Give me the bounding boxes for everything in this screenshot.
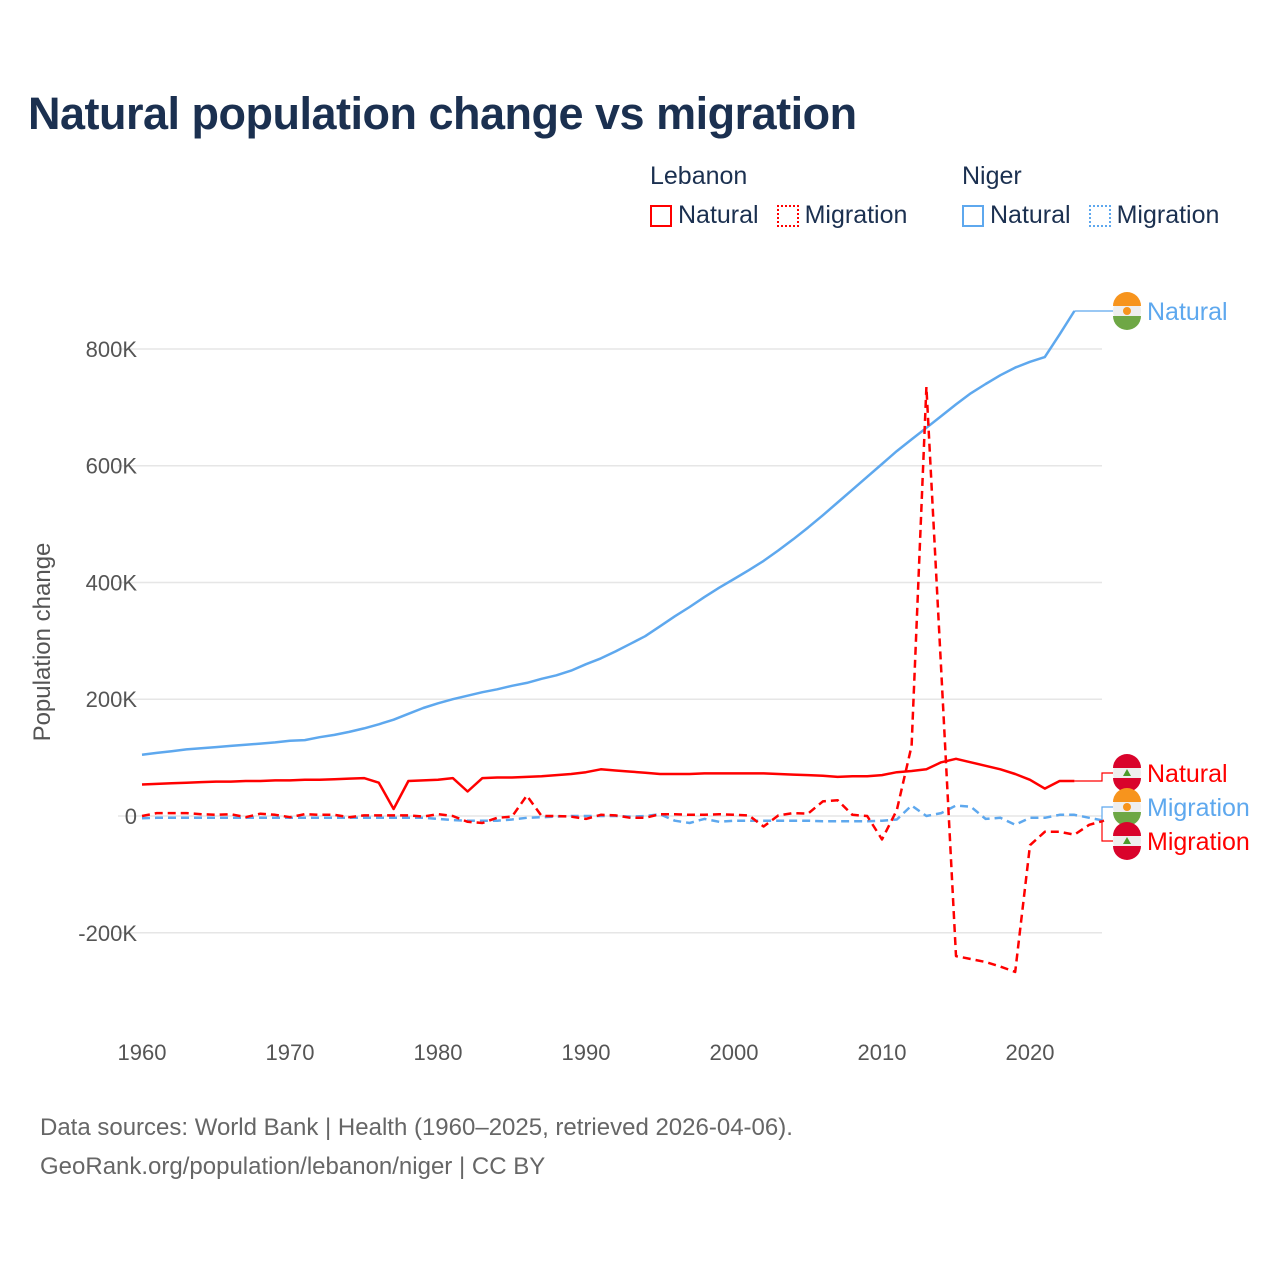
- source-line-1: Data sources: World Bank | Health (1960–…: [40, 1114, 793, 1141]
- y-tick-label: 0: [125, 804, 137, 829]
- flag-band-red: [1113, 778, 1141, 792]
- end-label: Natural: [1147, 760, 1228, 788]
- legend-label: Migration: [804, 201, 908, 229]
- flag-band-orange: [1113, 788, 1141, 802]
- x-tick-label: 2000: [710, 1040, 759, 1065]
- flag-band-red: [1113, 846, 1141, 860]
- chart-title: Natural population change vs migration: [28, 88, 857, 139]
- y-tick-label: -200K: [78, 921, 137, 946]
- legend-swatch-dotted: [776, 204, 799, 227]
- legend-group-lebanon: Lebanon Natural Migration: [650, 162, 907, 230]
- flag-band-red: [1113, 822, 1141, 836]
- source-line-2[interactable]: GeoRank.org/population/lebanon/niger | C…: [40, 1153, 546, 1180]
- legend-group-title: Lebanon: [650, 162, 748, 190]
- end-label: Natural: [1147, 298, 1228, 326]
- legend-item-lebanon-migration[interactable]: Migration: [776, 201, 908, 230]
- flag-sun: [1123, 803, 1131, 811]
- x-tick-label: 1980: [414, 1040, 463, 1065]
- y-tick-label: 200K: [86, 687, 138, 712]
- lebanon-flag-icon: [1113, 754, 1141, 792]
- legend-group-title: Niger: [962, 162, 1022, 190]
- y-tick-label: 800K: [86, 337, 138, 362]
- legend-label: Natural: [990, 201, 1071, 229]
- flag-cedar: [1123, 769, 1131, 776]
- flag-cedar: [1123, 837, 1131, 844]
- legend-swatch-solid: [962, 204, 984, 227]
- flag-band-red: [1113, 754, 1141, 768]
- series-line-niger-migration: [141, 804, 1105, 827]
- x-tick-label: 1990: [562, 1040, 611, 1065]
- source-note: Data sources: World Bank | Health (1960–…: [40, 1108, 793, 1186]
- series-line-lebanon-migration: [141, 385, 1105, 974]
- legend-item-niger-natural[interactable]: Natural: [962, 201, 1071, 230]
- lebanon-flag-icon: [1113, 822, 1141, 860]
- end-label-connector: [1101, 806, 1113, 822]
- end-label-connector: [1101, 820, 1113, 842]
- flag-band-green: [1113, 812, 1141, 826]
- series-line-lebanon-natural: [141, 757, 1075, 811]
- x-tick-label: 1970: [266, 1040, 315, 1065]
- y-tick-label: 600K: [86, 454, 138, 479]
- x-tick-label: 2020: [1006, 1040, 1055, 1065]
- legend-label: Migration: [1116, 201, 1220, 229]
- end-label: Migration: [1147, 794, 1250, 822]
- flag-band-green: [1113, 316, 1141, 330]
- legend-label: Natural: [678, 201, 759, 229]
- niger-flag-icon: [1113, 788, 1141, 826]
- end-label-connector: [1074, 772, 1113, 782]
- flag-band-orange: [1113, 292, 1141, 306]
- y-tick-label: 400K: [86, 570, 138, 595]
- x-tick-label: 1960: [118, 1040, 167, 1065]
- legend-swatch-dotted: [1088, 204, 1111, 227]
- legend-item-lebanon-natural[interactable]: Natural: [650, 201, 759, 230]
- end-label: Migration: [1147, 828, 1250, 856]
- series-line-niger-natural: [141, 310, 1076, 756]
- legend-item-niger-migration[interactable]: Migration: [1088, 201, 1220, 230]
- legend-swatch-solid: [650, 204, 672, 227]
- flag-sun: [1123, 307, 1131, 315]
- x-tick-label: 2010: [858, 1040, 907, 1065]
- y-axis-label: Population change: [29, 543, 56, 742]
- legend-group-niger: Niger Natural Migration: [962, 162, 1219, 230]
- niger-flag-icon: [1113, 292, 1141, 330]
